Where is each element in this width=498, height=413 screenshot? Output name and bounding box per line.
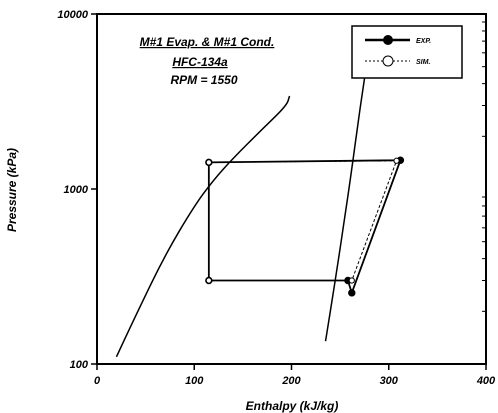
y-tick-label: 100 [70, 359, 89, 371]
data-point-sim [205, 159, 212, 166]
annotation-rpm: RPM = 1550 [170, 73, 237, 87]
data-point-sim [348, 277, 355, 284]
series-line-sim [208, 160, 398, 282]
series-line-exp [207, 159, 402, 296]
axis-ticks: 0 100 200 300 400 100 1000 10000 [57, 9, 496, 387]
x-tick-label: 200 [281, 375, 301, 387]
legend-exp-marker [383, 35, 393, 45]
x-tick-label: 100 [185, 375, 204, 387]
legend-sim-marker [382, 55, 394, 67]
data-point-sim [205, 277, 212, 284]
series-layer [205, 156, 405, 297]
x-tick-label: 0 [94, 375, 101, 387]
y-axis-label: Pressure (kPa) [5, 148, 19, 232]
saturated-liquid-line [115, 95, 291, 358]
x-tick-label: 300 [380, 375, 399, 387]
annotation-title: M#1 Evap. & M#1 Cond. [140, 35, 275, 49]
annotation-refrigerant: HFC-134a [172, 55, 228, 69]
saturation-dome [115, 52, 370, 358]
data-point-exp [348, 289, 356, 297]
legend-sim-label: SIM. [416, 59, 430, 66]
y-tick-label: 10000 [57, 9, 88, 21]
legend-exp-label: EXP. [416, 38, 431, 45]
saturated-vapor-line [324, 52, 370, 342]
x-axis-label: Enthalpy (kJ/kg) [246, 399, 339, 413]
data-point-sim [393, 157, 400, 164]
y-tick-label: 1000 [64, 184, 89, 196]
legend-box [351, 25, 463, 79]
legend: EXP. SIM. [351, 25, 463, 79]
x-tick-label: 400 [476, 375, 496, 387]
